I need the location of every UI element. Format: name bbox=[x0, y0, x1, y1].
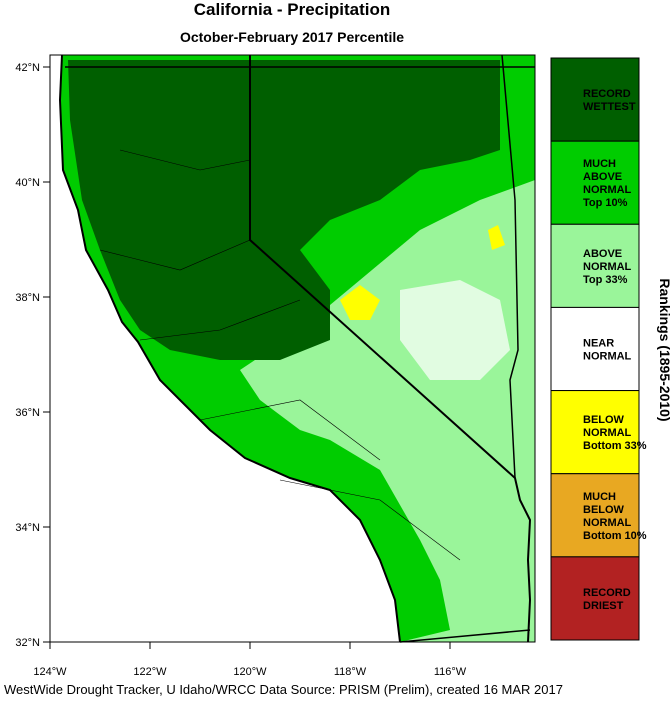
map-frame bbox=[49, 54, 536, 643]
legend-label: Bottom 10% bbox=[583, 530, 647, 542]
legend-label: ABOVE bbox=[583, 248, 622, 260]
lon-label: 120°W bbox=[233, 666, 267, 678]
borders bbox=[58, 54, 535, 643]
legend-label: Top 10% bbox=[583, 197, 628, 209]
legend-label: MUCH bbox=[583, 158, 616, 170]
lon-label: 116°W bbox=[434, 666, 467, 678]
lon-label: 118°W bbox=[334, 666, 367, 678]
legend-label: NORMAL bbox=[583, 351, 632, 363]
legend-label: NORMAL bbox=[583, 261, 632, 273]
legend-swatch bbox=[550, 306, 640, 392]
legend-label: Top 33% bbox=[583, 274, 628, 286]
legend-swatch bbox=[550, 556, 640, 641]
lat-label: 32°N bbox=[15, 637, 40, 649]
legend-label: NORMAL bbox=[583, 427, 632, 439]
dry-patch bbox=[488, 225, 505, 250]
legend-swatch bbox=[550, 140, 640, 225]
legend-label: Bottom 33% bbox=[583, 440, 647, 452]
axis-labels: 42°N 40°N 38°N 36°N 34°N 32°N 124°W 122°W 120°W 1… bbox=[15, 62, 466, 678]
lat-label: 38°N bbox=[15, 292, 40, 304]
legend-label: BELOW bbox=[583, 504, 625, 516]
legend-label: RECORD bbox=[583, 587, 631, 599]
legend-label: BELOW bbox=[583, 414, 625, 426]
legend-swatch bbox=[550, 57, 640, 142]
legend-label: MUCH bbox=[583, 491, 616, 503]
lat-label: 36°N bbox=[15, 407, 40, 419]
legend-label: WETTEST bbox=[583, 101, 636, 113]
legend-swatch bbox=[550, 473, 640, 558]
lon-label: 124°W bbox=[33, 666, 67, 678]
legend-swatch bbox=[550, 223, 640, 308]
lat-label: 34°N bbox=[15, 522, 40, 534]
legend-label: NEAR bbox=[583, 338, 614, 350]
legend-label: RECORD bbox=[583, 88, 631, 100]
lat-label: 40°N bbox=[15, 177, 40, 189]
land-record-wettest bbox=[68, 60, 500, 360]
near-normal-area bbox=[400, 280, 510, 380]
map-title: California - Precipitation bbox=[194, 0, 390, 19]
legend-swatch bbox=[550, 390, 640, 475]
legend-label: ABOVE bbox=[583, 171, 622, 183]
legend-title: Rankings (1895-2010) bbox=[657, 278, 671, 421]
map-area bbox=[49, 54, 536, 643]
footer: WestWide Drought Tracker, U Idaho/WRCC D… bbox=[4, 682, 563, 697]
lon-label: 122°W bbox=[133, 666, 167, 678]
dry-patch bbox=[340, 285, 380, 320]
legend-label: DRIEST bbox=[583, 600, 624, 612]
legend-label: NORMAL bbox=[583, 517, 632, 529]
legend-label: NORMAL bbox=[583, 184, 632, 196]
map-subtitle: October-February 2017 Percentile bbox=[180, 29, 404, 45]
lat-label: 42°N bbox=[15, 62, 40, 74]
